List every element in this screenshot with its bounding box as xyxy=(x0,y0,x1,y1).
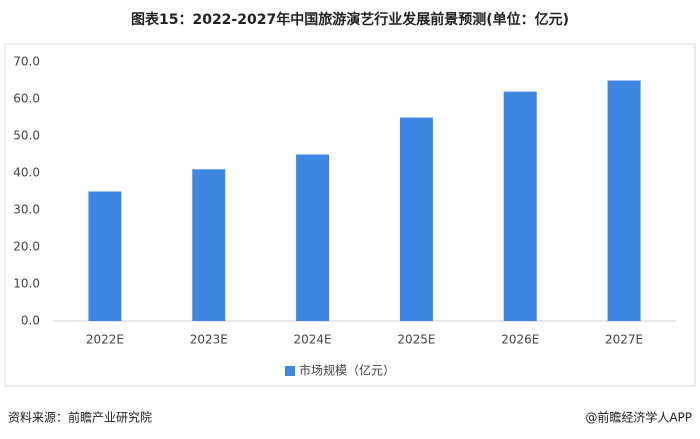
x-tick-label: 2027E xyxy=(605,333,643,347)
legend-swatch xyxy=(285,366,295,376)
y-tick-label: 40.0 xyxy=(13,166,40,180)
legend-label: 市场规模（亿元） xyxy=(299,363,395,378)
x-tick-label: 2025E xyxy=(397,333,435,347)
y-tick-label: 20.0 xyxy=(13,240,40,254)
y-tick-label: 30.0 xyxy=(13,203,40,217)
source: 资料来源：前瞻产业研究院 xyxy=(8,410,152,425)
y-tick-label: 60.0 xyxy=(13,92,40,106)
credit: @前瞻经济学人APP xyxy=(585,410,692,425)
x-tick-label: 2026E xyxy=(501,333,539,347)
y-tick-label: 50.0 xyxy=(13,129,40,143)
chart-title: 图表15：2022-2027年中国旅游演艺行业发展前景预测(单位：亿元) xyxy=(131,11,569,28)
bar xyxy=(296,154,330,321)
y-tick-label: 10.0 xyxy=(13,277,40,291)
x-tick-label: 2023E xyxy=(190,333,228,347)
x-tick-label: 2024E xyxy=(294,333,332,347)
bar xyxy=(192,169,226,321)
bar xyxy=(399,117,433,321)
y-tick-label: 0.0 xyxy=(21,314,40,328)
x-tick-label: 2022E xyxy=(86,333,124,347)
bar xyxy=(88,191,122,321)
bar xyxy=(607,80,641,321)
bar xyxy=(503,91,537,321)
chart-frame xyxy=(4,43,696,387)
y-tick-label: 70.0 xyxy=(13,55,40,69)
